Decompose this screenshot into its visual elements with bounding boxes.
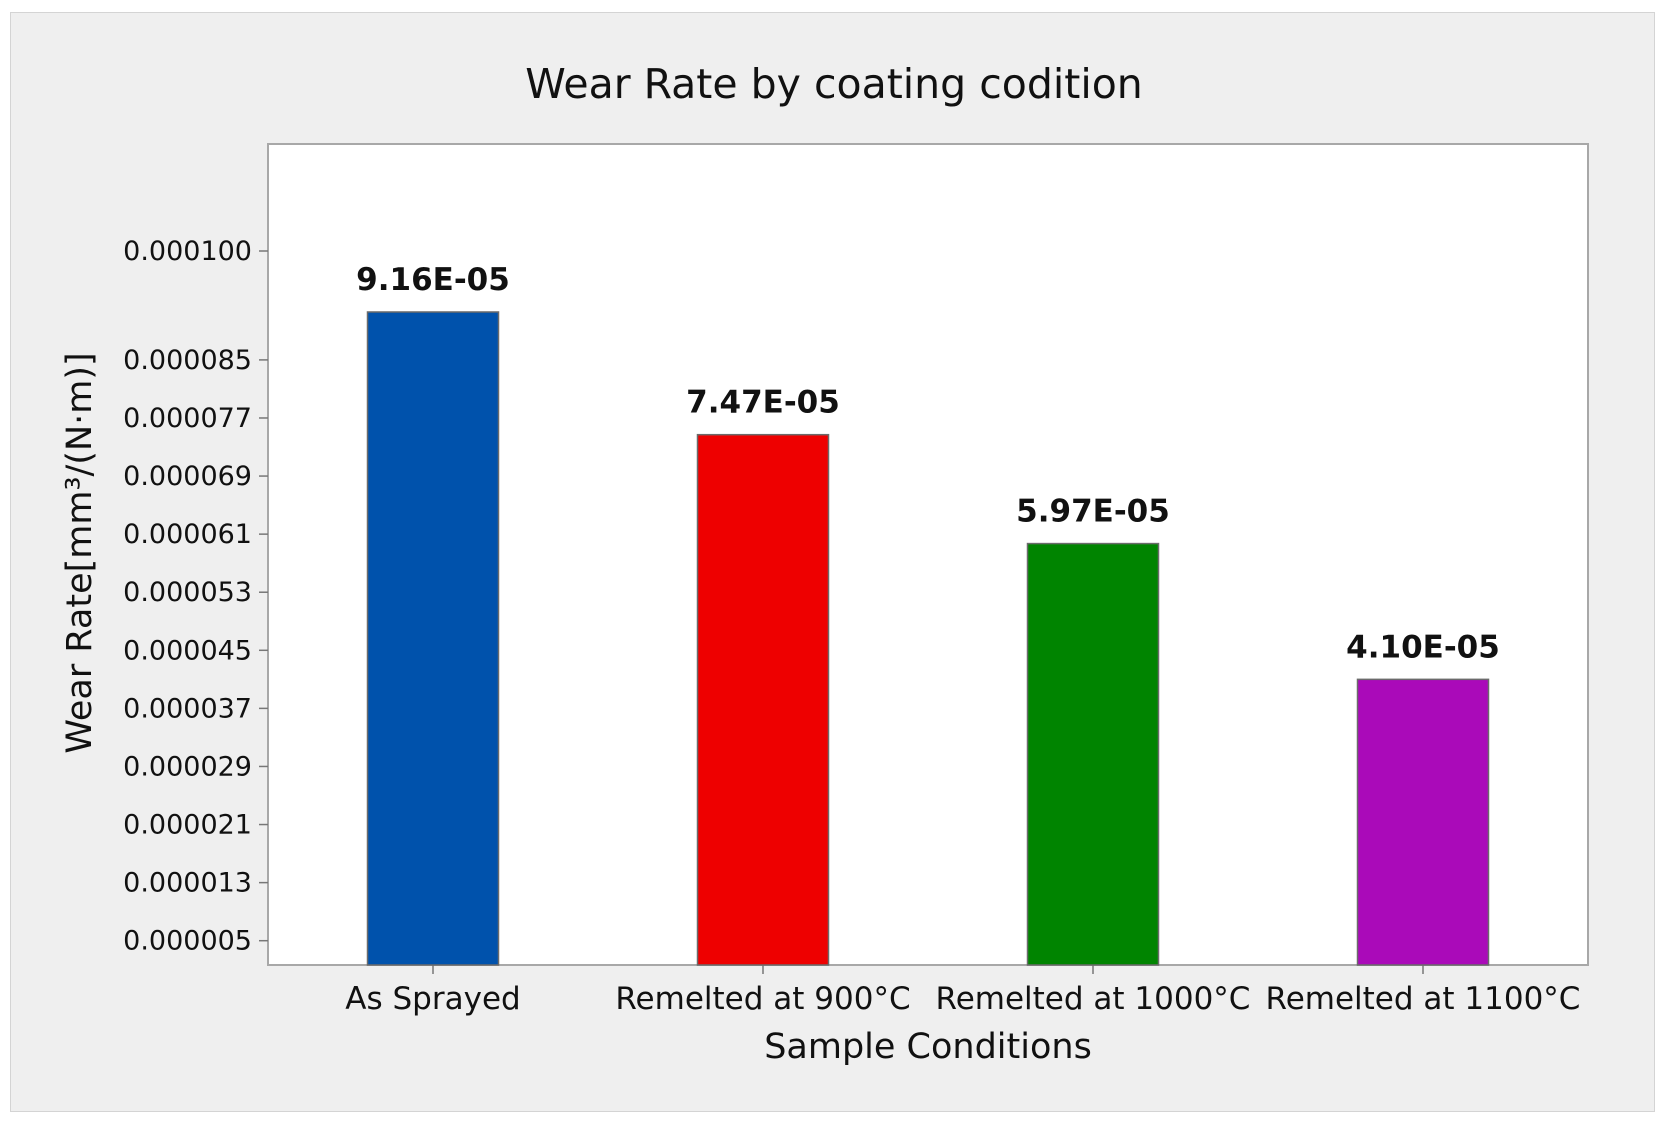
bar-value-label: 4.10E-05 <box>1346 629 1500 665</box>
bar <box>1026 542 1160 966</box>
y-tick-label: 0.000069 <box>123 461 252 492</box>
x-axis-title: Sample Conditions <box>764 1027 1092 1067</box>
bar <box>1356 678 1490 966</box>
x-tick-label: As Sprayed <box>345 981 520 1017</box>
y-tick-label: 0.000013 <box>123 868 252 899</box>
chart-title: Wear Rate by coating codition <box>525 60 1143 108</box>
y-tick-label: 0.000100 <box>123 236 252 267</box>
bar <box>366 311 500 966</box>
x-tick-label: Remelted at 1100°C <box>1266 981 1581 1017</box>
y-tick-label: 0.000061 <box>123 519 252 550</box>
bar-value-label: 7.47E-05 <box>686 385 840 421</box>
bar-value-label: 9.16E-05 <box>356 262 510 298</box>
y-tick-label: 0.000021 <box>123 810 252 841</box>
bars <box>366 311 1490 966</box>
bar-chart: Wear Rate by coating codition 0.0000050.… <box>60 60 1589 1067</box>
y-tick-label: 0.000005 <box>123 926 252 957</box>
bar <box>696 433 830 966</box>
chart-figure: Wear Rate by coating codition 0.000005 0.… <box>10 12 1655 1112</box>
y-tick-label: 0.000037 <box>123 693 252 724</box>
y-axis-title: Wear Rate[mm³/(N·m)] <box>60 352 100 753</box>
x-axis: As Sprayed Remelted at 900°C Remelted at 1… <box>345 965 1580 1017</box>
x-tick-label: Remelted at 900°C <box>615 981 910 1017</box>
y-tick-label: 0.000029 <box>123 751 252 782</box>
y-tick-label: 0.000053 <box>123 577 252 608</box>
y-tick-label: 0.000045 <box>123 635 252 666</box>
y-tick-label: 0.000085 <box>123 345 252 376</box>
y-tick-label: 0.000077 <box>123 403 252 434</box>
x-tick-label: Remelted at 1000°C <box>936 981 1251 1017</box>
data-labels: 9.16E-05 7.47E-05 5.97E-05 4.10E-05 <box>356 262 1500 665</box>
bar-value-label: 5.97E-05 <box>1016 494 1170 530</box>
y-axis: 0.000005 0.000013 0.000021 0.000029 0.000037… <box>123 236 268 957</box>
